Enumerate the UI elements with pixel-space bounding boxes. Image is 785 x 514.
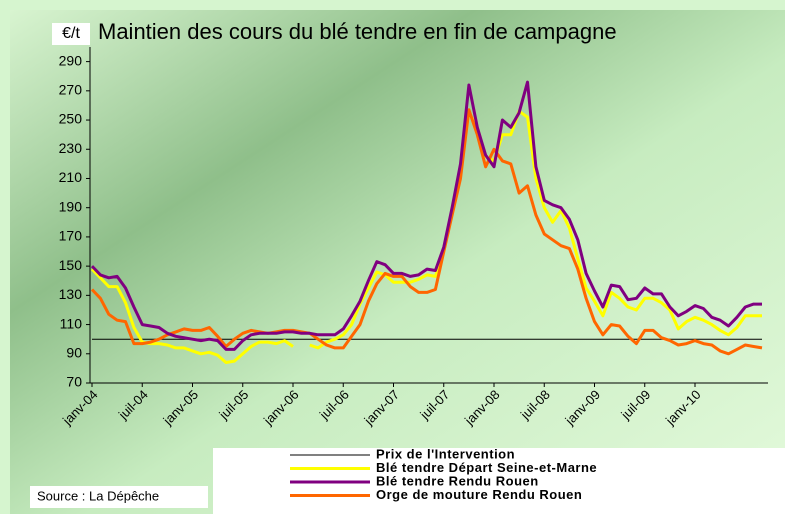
y-tick-label: 170	[59, 228, 83, 244]
y-tick-label: 70	[66, 374, 82, 390]
y-tick-label: 150	[59, 257, 83, 273]
series-line	[90, 108, 763, 356]
legend-label: Blé tendre Rendu Rouen	[376, 473, 539, 488]
source: Source : La Dépêche	[37, 488, 159, 503]
y-tick-label: 130	[59, 286, 83, 302]
y-tick-label: 210	[59, 169, 83, 185]
chart-title: Maintien des cours du blé tendre en fin …	[98, 19, 617, 44]
series-line	[90, 80, 762, 351]
y-tick-label: 250	[59, 111, 83, 127]
chart-area	[10, 10, 785, 514]
y-unit: €/t	[62, 25, 80, 42]
legend-label: Orge de mouture Rendu Rouen	[376, 487, 582, 502]
y-tick-label: 230	[59, 140, 83, 156]
y-tick-label: 110	[60, 315, 83, 331]
y-tick-label: 90	[66, 344, 82, 360]
y-tick-label: 190	[59, 198, 83, 214]
legend-label: Blé tendre Départ Seine-et-Marne	[376, 460, 597, 475]
source-box	[30, 486, 208, 508]
legend-label: Prix de l'Intervention	[376, 446, 515, 461]
unit-box	[52, 23, 90, 45]
y-tick-label: 290	[59, 52, 83, 68]
y-tick-label: 270	[59, 82, 83, 98]
